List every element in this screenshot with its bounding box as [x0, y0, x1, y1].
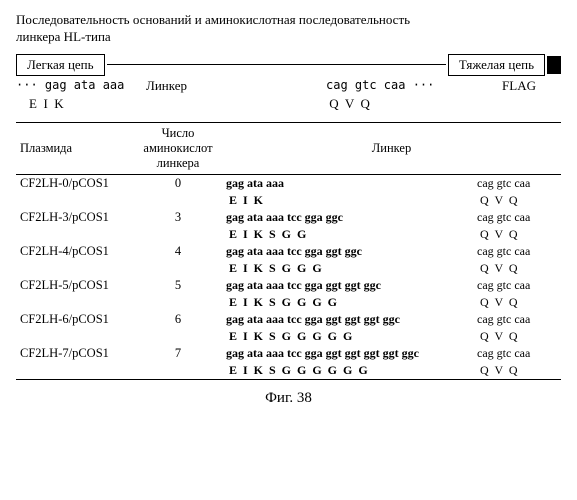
title: Последовательность оснований и аминокисл… [16, 12, 561, 46]
figure-caption: Фиг. 38 [16, 390, 561, 407]
linker-table: Плазмида Число аминокислот линкера Линке… [16, 122, 561, 380]
tail-aa: Q V Q [477, 329, 518, 343]
construct-diagram: Легкая цепь Тяжелая цепь [16, 54, 561, 76]
table-row: CF2LH-5/pCOS15gag ata aaa tcc gga ggt gg… [16, 277, 561, 294]
aa-seq: E I K S G G [226, 227, 306, 241]
tail-nt: cag gtc caa [477, 210, 530, 224]
aa-seq: E I K S G G G G G [226, 329, 352, 343]
header-linker-text: Линкер [372, 141, 411, 155]
header-count: Число аминокислот линкера [134, 122, 222, 174]
plasmid-cell: CF2LH-4/pCOS1 [16, 243, 134, 277]
header-linker: Линкер [222, 122, 561, 174]
aa-seq: E I K [226, 193, 263, 207]
table-row: CF2LH-6/pCOS16gag ata aaa tcc gga ggt gg… [16, 311, 561, 328]
table-row: CF2LH-3/pCOS13gag ata aaa tcc gga ggccag… [16, 209, 561, 226]
plasmid-cell: CF2LH-3/pCOS1 [16, 209, 134, 243]
right-nt: cag gtc caa ··· [326, 78, 476, 94]
tail-nt: cag gtc caa [477, 278, 530, 292]
count-cell: 0 [134, 174, 222, 209]
nt-seq: gag ata aaa tcc gga ggc [226, 210, 343, 224]
header-count-l1: Число аминокислот [143, 126, 212, 155]
nt-seq: gag ata aaa tcc gga ggt ggt ggt ggc [226, 312, 400, 326]
right-aa: Q V Q [326, 96, 476, 112]
plasmid-cell: CF2LH-0/pCOS1 [16, 174, 134, 209]
heavy-chain-box: Тяжелая цепь [448, 54, 545, 76]
count-cell: 4 [134, 243, 222, 277]
linker-line [107, 64, 446, 66]
nt-seq: gag ata aaa [226, 176, 284, 190]
diagram-nt-labels: ··· gag ata aaa Линкер cag gtc caa ··· F… [16, 78, 561, 94]
left-aa: E I K [16, 96, 146, 112]
count-cell: 5 [134, 277, 222, 311]
tail-aa: Q V Q [477, 261, 518, 275]
light-chain-box: Легкая цепь [16, 54, 105, 76]
tail-aa: Q V Q [477, 363, 518, 377]
plasmid-cell: CF2LH-5/pCOS1 [16, 277, 134, 311]
plasmid-cell: CF2LH-6/pCOS1 [16, 311, 134, 345]
table-row: CF2LH-7/pCOS17gag ata aaa tcc gga ggt gg… [16, 345, 561, 362]
flag-box [547, 56, 561, 74]
header-plasmid: Плазмида [16, 122, 134, 174]
title-line2: линкера HL-типа [16, 29, 111, 44]
tail-aa: Q V Q [477, 227, 518, 241]
title-line1: Последовательность оснований и аминокисл… [16, 12, 410, 27]
nt-seq: gag ata aaa tcc gga ggt ggt ggt ggt ggc [226, 346, 419, 360]
tail-aa: Q V Q [477, 295, 518, 309]
aa-seq: E I K S G G G G [226, 295, 337, 309]
count-cell: 6 [134, 311, 222, 345]
nt-seq: gag ata aaa tcc gga ggt ggt ggc [226, 278, 381, 292]
count-cell: 3 [134, 209, 222, 243]
table-row: CF2LH-0/pCOS10gag ata aaacag gtc caa [16, 174, 561, 192]
nt-seq: gag ata aaa tcc gga ggt ggc [226, 244, 362, 258]
flag-label: FLAG [476, 78, 536, 94]
tail-aa: Q V Q [477, 193, 518, 207]
tail-nt: cag gtc caa [477, 244, 530, 258]
linker-label: Линкер [146, 78, 326, 94]
header-count-l2: линкера [157, 156, 200, 170]
tail-nt: cag gtc caa [477, 312, 530, 326]
count-cell: 7 [134, 345, 222, 380]
diagram-aa-labels: E I K Q V Q [16, 96, 561, 112]
aa-seq: E I K S G G G [226, 261, 322, 275]
aa-seq: E I K S G G G G G G [226, 363, 368, 377]
left-nt: ··· gag ata aaa [16, 78, 146, 94]
tail-nt: cag gtc caa [477, 346, 530, 360]
plasmid-cell: CF2LH-7/pCOS1 [16, 345, 134, 380]
table-row: CF2LH-4/pCOS14gag ata aaa tcc gga ggt gg… [16, 243, 561, 260]
tail-nt: cag gtc caa [477, 176, 530, 190]
table-body: CF2LH-0/pCOS10 gag ata aaa cag gtc caa E I… [16, 174, 561, 379]
